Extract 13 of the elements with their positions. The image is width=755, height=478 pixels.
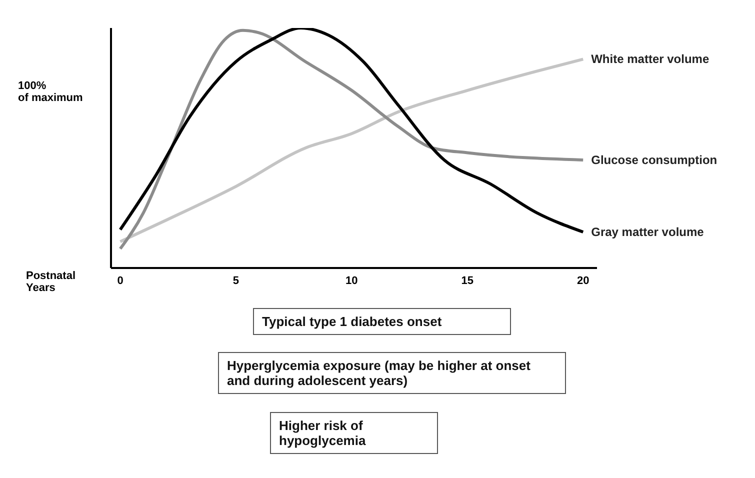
- series-label: Gray matter volume: [591, 225, 704, 239]
- y-axis-title: 100% of maximum: [18, 80, 83, 104]
- series-label: Glucose consumption: [591, 153, 718, 167]
- series-label: White matter volume: [591, 52, 710, 66]
- text: Typical type 1 diabetes onset: [253, 308, 511, 335]
- x-tick-label: 20: [576, 274, 590, 287]
- x-tick-label: 5: [232, 274, 240, 287]
- x-tick-label: 15: [461, 274, 474, 287]
- x-tick-label: 0: [117, 274, 124, 287]
- text: Higher risk of hypoglycemia: [270, 412, 438, 454]
- x-tick-label: 10: [346, 274, 358, 287]
- text: Hyperglycemia exposure (may be higher at onset and during adolescent years): [218, 352, 566, 394]
- x-axis-title: Postnatal Years: [26, 270, 76, 294]
